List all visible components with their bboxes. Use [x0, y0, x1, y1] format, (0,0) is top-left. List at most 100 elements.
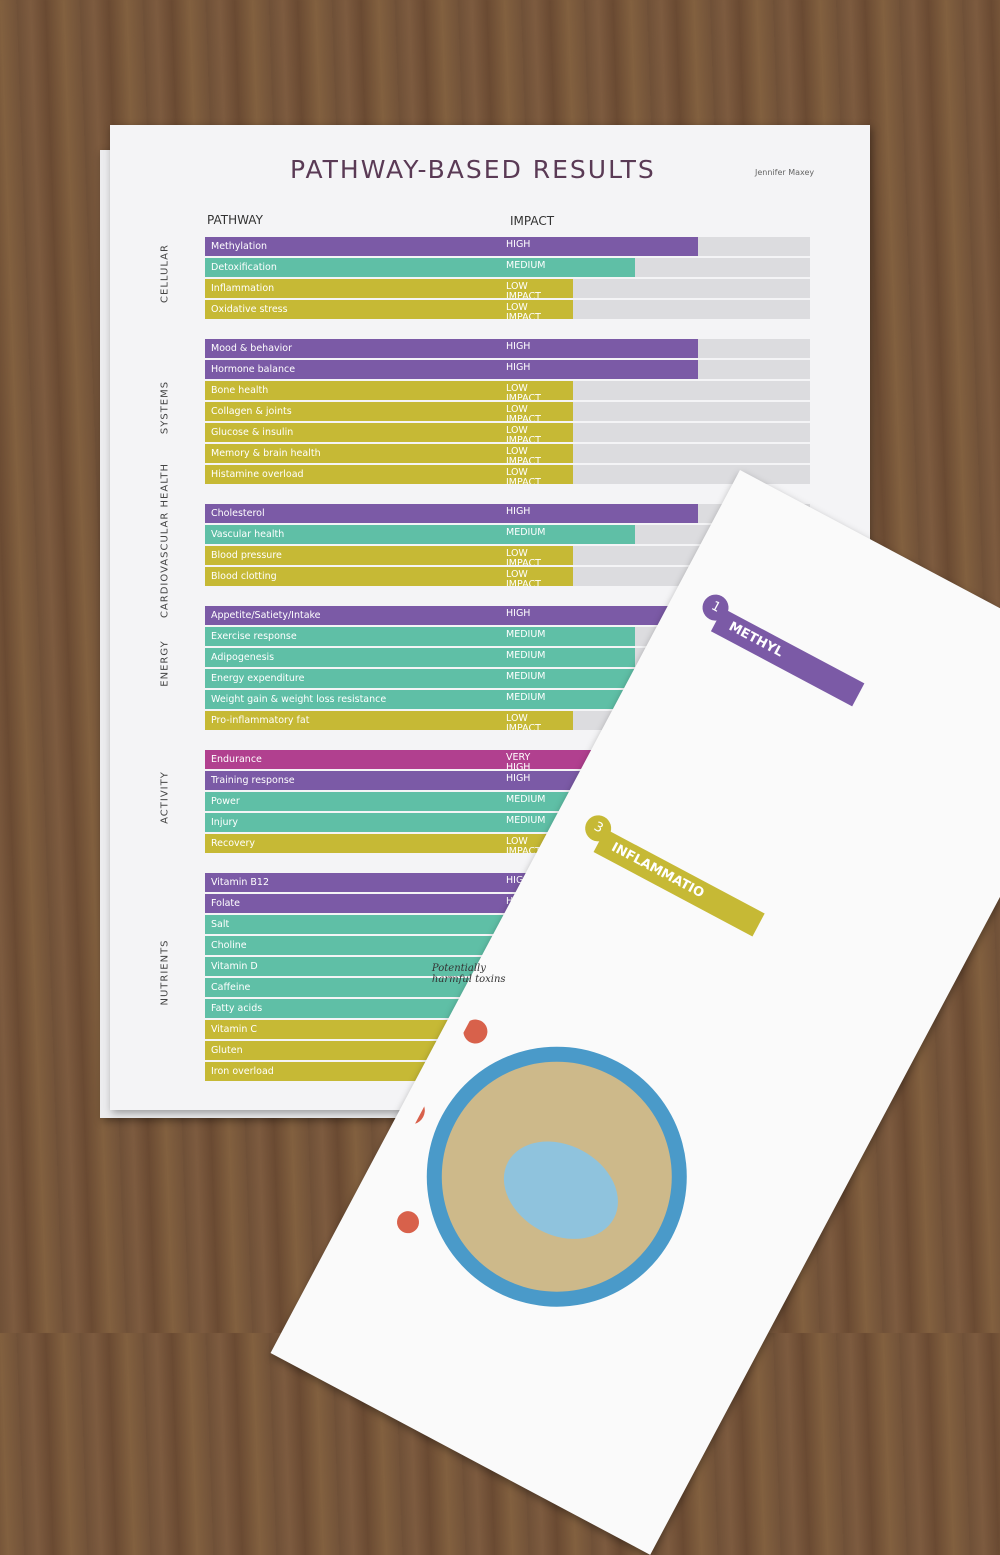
impact-bar [500, 360, 698, 379]
section-label: NUTRIENTS [159, 939, 171, 1006]
pathway-name: Exercise response [205, 627, 500, 646]
impact-bar [500, 381, 573, 400]
pathway-name: Endurance [205, 750, 500, 769]
impact-bar [500, 711, 573, 730]
impact-bar [500, 525, 635, 544]
impact-bar [500, 546, 573, 565]
pathway-name: Gluten [205, 1041, 500, 1060]
section-heading: INFLAMMATIO [593, 828, 765, 937]
pathway-name: Caffeine [205, 978, 500, 997]
impact-level: LOW IMPACT [506, 302, 541, 320]
toxin [463, 1019, 488, 1044]
impact-level: VERY HIGH [506, 752, 531, 770]
pathway-name: Hormone balance [205, 360, 500, 379]
impact-bar [500, 465, 573, 484]
impact-track [500, 300, 810, 319]
section-label: ACTIVITY [159, 770, 171, 824]
impact-level: MEDIUM [506, 692, 546, 703]
impact-level: MEDIUM [506, 629, 546, 640]
pathway-name: Fatty acids [205, 999, 500, 1018]
section-heading: METHYL [710, 608, 865, 707]
column-heading: PATHWAY [207, 213, 263, 227]
pathway-name: Power [205, 792, 500, 811]
impact-level: MEDIUM [506, 650, 546, 661]
pathway-name: Vitamin B12 [205, 873, 500, 892]
pathway-name: Vitamin C [205, 1020, 500, 1039]
impact-level: LOW IMPACT [506, 383, 541, 401]
photo: {"header": {"title": "PATHWAY-BASED RESU… [0, 0, 1000, 1333]
toxin [397, 1211, 420, 1234]
impact-track [500, 423, 810, 442]
pathway-name: Bone health [205, 381, 500, 400]
pathway-name: Detoxification [205, 258, 500, 277]
impact-bar [500, 627, 635, 646]
impact-level: HIGH [506, 239, 531, 250]
column-heading: IMPACT [510, 214, 555, 228]
pathway-name: Folate [205, 894, 500, 913]
impact-track [500, 444, 810, 463]
impact-level: HIGH [506, 341, 531, 352]
pathway-name: Weight gain & weight loss resistance [205, 690, 500, 709]
impact-track [500, 381, 810, 400]
impact-level: LOW IMPACT [506, 713, 541, 731]
pathway-name: Blood pressure [205, 546, 500, 565]
pathway-name: Glucose & insulin [205, 423, 500, 442]
impact-level: LOW IMPACT [506, 446, 541, 464]
pathway-name: Collagen & joints [205, 402, 500, 421]
impact-level: LOW IMPACT [506, 467, 541, 485]
impact-bar [500, 258, 635, 277]
impact-level: HIGH [506, 362, 531, 373]
impact-level: LOW IMPACT [506, 425, 541, 443]
pathway-name: Methylation [205, 237, 500, 256]
impact-bar [500, 606, 698, 625]
impact-level: LOW IMPACT [506, 404, 541, 422]
impact-bar [500, 339, 698, 358]
impact-track [500, 402, 810, 421]
nucleus [503, 1141, 618, 1239]
pathway-name: Memory & brain health [205, 444, 500, 463]
impact-level: LOW IMPACT [506, 569, 541, 587]
pathway-name: Salt [205, 915, 500, 934]
impact-track [500, 279, 810, 298]
pathway-name: Adipogenesis [205, 648, 500, 667]
owner: Jennifer Maxey [755, 168, 815, 177]
impact-bar [500, 237, 698, 256]
pathway-name: Cholesterol [205, 504, 500, 523]
impact-bar [500, 504, 698, 523]
title: PATHWAY-BASED RESULTS [290, 155, 656, 184]
pathway-name: Pro-inflammatory fat [205, 711, 500, 730]
flyer-sheet: 1 METHYL 3 INFLAMMATIO Potentially harmf… [270, 470, 1000, 1555]
pathway-name: Energy expenditure [205, 669, 500, 688]
impact-bar [500, 423, 573, 442]
impact-level: HIGH [506, 608, 531, 619]
pathway-name: Vitamin D [205, 957, 500, 976]
impact-bar [500, 690, 635, 709]
impact-level: MEDIUM [506, 260, 546, 271]
pathway-name: Appetite/Satiety/Intake [205, 606, 500, 625]
pathway-name: Mood & behavior [205, 339, 500, 358]
impact-bar [500, 669, 635, 688]
pathway-name: Injury [205, 813, 500, 832]
impact-level: HIGH [506, 875, 531, 886]
impact-level: MEDIUM [506, 527, 546, 538]
pathway-name: Vascular health [205, 525, 500, 544]
impact-bar [500, 402, 573, 421]
impact-level: MEDIUM [506, 794, 546, 805]
pathway-name: Choline [205, 936, 500, 955]
impact-bar [500, 567, 573, 586]
pathway-name: Oxidative stress [205, 300, 500, 319]
impact-level: MEDIUM [506, 815, 546, 826]
impact-level: LOW IMPACT [506, 836, 541, 854]
impact-level: LOW IMPACT [506, 548, 541, 566]
pathway-name: Recovery [205, 834, 500, 853]
pathway-name: Training response [205, 771, 500, 790]
impact-level: LOW IMPACT [506, 281, 541, 299]
impact-bar [500, 648, 635, 667]
impact-bar [500, 300, 573, 319]
impact-track [500, 465, 810, 484]
impact-level: HIGH [506, 506, 531, 517]
impact-bar [500, 279, 573, 298]
impact-bar [500, 444, 573, 463]
impact-level: HIGH [506, 773, 531, 784]
cell-illustration [396, 1019, 687, 1307]
